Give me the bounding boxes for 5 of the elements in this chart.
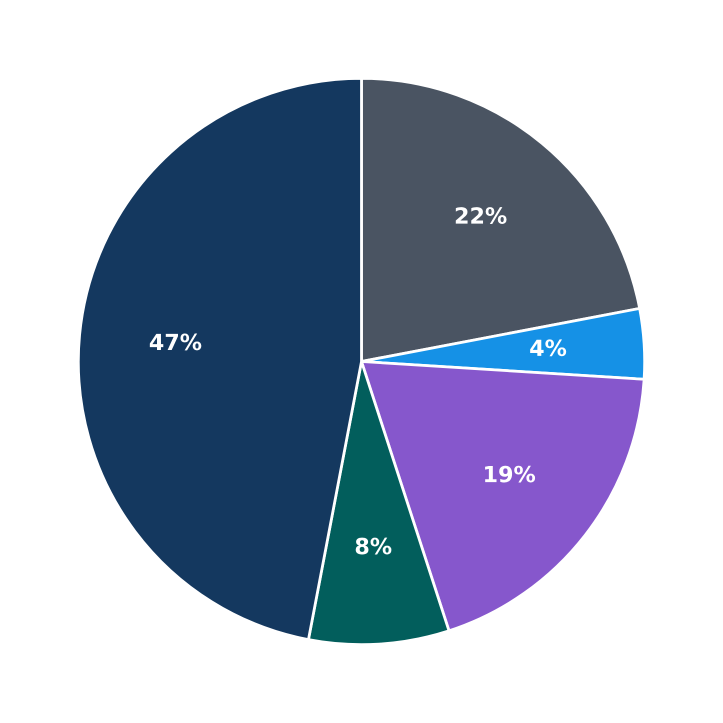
data-label: 8% [356,538,392,554]
data-label: 19% [485,466,536,482]
data-label: 4% [530,339,566,356]
data-label: 47% [150,334,202,350]
data-label: 22% [456,207,507,224]
